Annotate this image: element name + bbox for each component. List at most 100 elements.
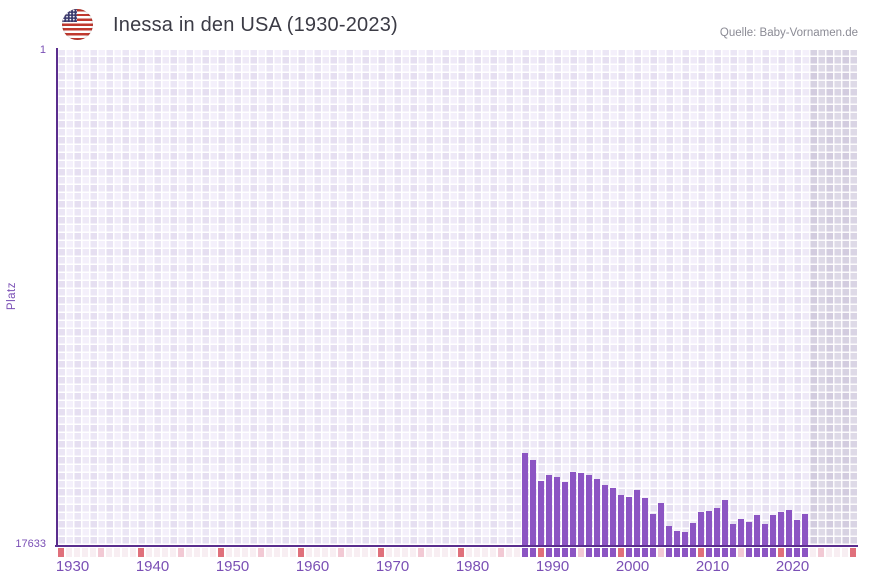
bar-2012 (713, 508, 721, 545)
year-marker-1953 (241, 548, 249, 557)
year-marker-2021 (785, 548, 793, 557)
year-marker-1966 (345, 548, 353, 557)
year-marker-2003 (641, 548, 649, 557)
year-marker-1969 (369, 548, 377, 557)
year-marker-2011 (705, 548, 713, 557)
year-marker-2029 (849, 548, 857, 557)
year-marker-2014 (729, 548, 737, 557)
y-axis-min-label: 17633 (15, 538, 46, 550)
year-marker-2025 (817, 548, 825, 557)
year-marker-1991 (545, 548, 553, 557)
bar-2011 (705, 510, 713, 545)
bar-1997 (593, 478, 601, 545)
year-marker-1952 (233, 548, 241, 557)
year-marker-1982 (473, 548, 481, 557)
year-marker-2028 (841, 548, 849, 557)
year-marker-1941 (145, 548, 153, 557)
year-marker-1939 (129, 548, 137, 557)
year-marker-1970 (377, 548, 385, 557)
year-marker-2026 (825, 548, 833, 557)
year-marker-1973 (401, 548, 409, 557)
x-tick-1990: 1990 (535, 558, 570, 575)
bar-2018 (761, 524, 769, 545)
year-marker-2005 (657, 548, 665, 557)
year-marker-1959 (289, 548, 297, 557)
year-marker-2001 (625, 548, 633, 557)
year-marker-1940 (137, 548, 145, 557)
x-tick-2000: 2000 (615, 558, 650, 575)
year-marker-1975 (417, 548, 425, 557)
year-marker-2020 (777, 548, 785, 557)
year-marker-1998 (601, 548, 609, 557)
year-marker-1960 (297, 548, 305, 557)
year-marker-2019 (769, 548, 777, 557)
x-tick-1980: 1980 (455, 558, 490, 575)
year-marker-1936 (105, 548, 113, 557)
y-axis-max-label: 1 (39, 44, 46, 56)
year-marker-1999 (609, 548, 617, 557)
year-marker-1943 (161, 548, 169, 557)
year-marker-1963 (321, 548, 329, 557)
year-marker-1978 (441, 548, 449, 557)
year-marker-1996 (585, 548, 593, 557)
source-credit: Quelle: Baby-Vornamen.de (719, 27, 858, 39)
year-marker-2007 (673, 548, 681, 557)
year-marker-2027 (833, 548, 841, 557)
bar-1999 (609, 487, 617, 545)
year-marker-2015 (737, 548, 745, 557)
year-marker-1974 (409, 548, 417, 557)
bar-2006 (665, 526, 673, 545)
year-marker-1962 (313, 548, 321, 557)
year-marker-1979 (449, 548, 457, 557)
bar-2007 (673, 530, 681, 545)
year-marker-1983 (481, 548, 489, 557)
bar-2003 (641, 498, 649, 545)
year-marker-1935 (97, 548, 105, 557)
year-marker-1934 (89, 548, 97, 557)
year-marker-2009 (689, 548, 697, 557)
year-marker-2023 (801, 548, 809, 557)
year-marker-1989 (529, 548, 537, 557)
bar-1995 (577, 473, 585, 545)
year-marker-1976 (425, 548, 433, 557)
year-marker-1931 (65, 548, 73, 557)
bar-1988 (521, 453, 529, 545)
bar-1998 (601, 485, 609, 545)
year-marker-1946 (185, 548, 193, 557)
year-marker-1949 (209, 548, 217, 557)
year-marker-1986 (505, 548, 513, 557)
x-tick-1970: 1970 (375, 558, 410, 575)
future-years-band (809, 50, 857, 545)
year-marker-1972 (393, 548, 401, 557)
bar-2014 (729, 523, 737, 545)
year-marker-1997 (593, 548, 601, 557)
year-marker-2006 (665, 548, 673, 557)
bar-2020 (777, 512, 785, 545)
year-marker-1958 (281, 548, 289, 557)
year-marker-1985 (497, 548, 505, 557)
year-marker-1968 (361, 548, 369, 557)
bar-2001 (625, 496, 633, 545)
usa-flag-icon (62, 9, 93, 40)
year-marker-2012 (713, 548, 721, 557)
x-tick-1940: 1940 (135, 558, 170, 575)
year-marker-1955 (257, 548, 265, 557)
year-marker-2008 (681, 548, 689, 557)
x-tick-1960: 1960 (295, 558, 330, 575)
year-marker-1930 (57, 548, 65, 557)
year-marker-1990 (537, 548, 545, 557)
year-marker-1995 (577, 548, 585, 557)
year-marker-2017 (753, 548, 761, 557)
year-marker-1937 (113, 548, 121, 557)
bar-2016 (745, 521, 753, 545)
year-marker-1945 (177, 548, 185, 557)
bar-1994 (569, 471, 577, 545)
bar-2019 (769, 515, 777, 545)
year-marker-1980 (457, 548, 465, 557)
bar-2017 (753, 514, 761, 545)
bar-2015 (737, 519, 745, 545)
x-tick-1950: 1950 (215, 558, 250, 575)
bar-2023 (801, 513, 809, 545)
plot-area (57, 50, 857, 545)
year-marker-1992 (553, 548, 561, 557)
